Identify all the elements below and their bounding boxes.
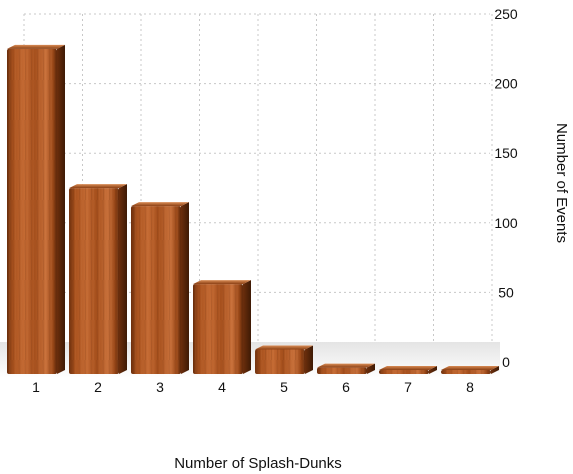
bar-side [57,44,65,374]
y-tick-label: 0 [502,354,510,370]
x-tick-label: 6 [342,379,350,395]
bar-grain [441,370,491,374]
x-tick-labels: 1 2 3 4 5 6 7 8 [32,379,474,395]
x-tick-label: 8 [466,379,474,395]
bar-top [7,44,65,49]
bar-side [429,366,437,374]
bar-side [305,345,313,374]
bar-top [317,363,375,368]
x-tick-label: 2 [94,379,102,395]
y-tick-label: 100 [494,215,518,231]
bar-side [491,366,499,374]
bar-grain [379,370,429,374]
x-tick-label: 3 [156,379,164,395]
bar-side [367,363,375,374]
bar-top [69,184,127,189]
bar-top [379,366,437,370]
bar-6 [317,363,375,374]
x-tick-label: 5 [280,379,288,395]
bar-8 [441,366,499,374]
x-tick-label: 4 [218,379,226,395]
bar-grain [131,206,181,374]
bar-grain [317,367,367,374]
bar-side [181,202,189,374]
bar-2 [69,184,127,374]
bar-grain [69,188,119,374]
y-tick-labels: 0 50 100 150 200 250 [494,6,518,370]
y-axis-title: Number of Events [553,123,570,243]
bar-7 [379,366,437,374]
y-tick-label: 200 [494,76,518,92]
bar-top [441,366,499,370]
bar-5 [255,345,313,374]
y-tick-label: 250 [494,6,518,22]
bar-top [255,345,313,350]
bar-3 [131,202,189,374]
bar-side [243,280,251,374]
x-axis-title: Number of Splash-Dunks [174,455,342,472]
bar-1 [7,44,65,374]
bar-side [119,184,127,374]
x-tick-label: 1 [32,379,40,395]
bar-top [131,202,189,207]
bar-grain [193,284,243,374]
bar-top [193,280,251,285]
bar-grain [7,48,57,374]
bar-4 [193,280,251,374]
bar-grain [255,349,305,374]
bars [7,44,499,374]
x-tick-label: 7 [404,379,412,395]
y-tick-label: 150 [494,145,518,161]
y-tick-label: 50 [498,284,514,300]
